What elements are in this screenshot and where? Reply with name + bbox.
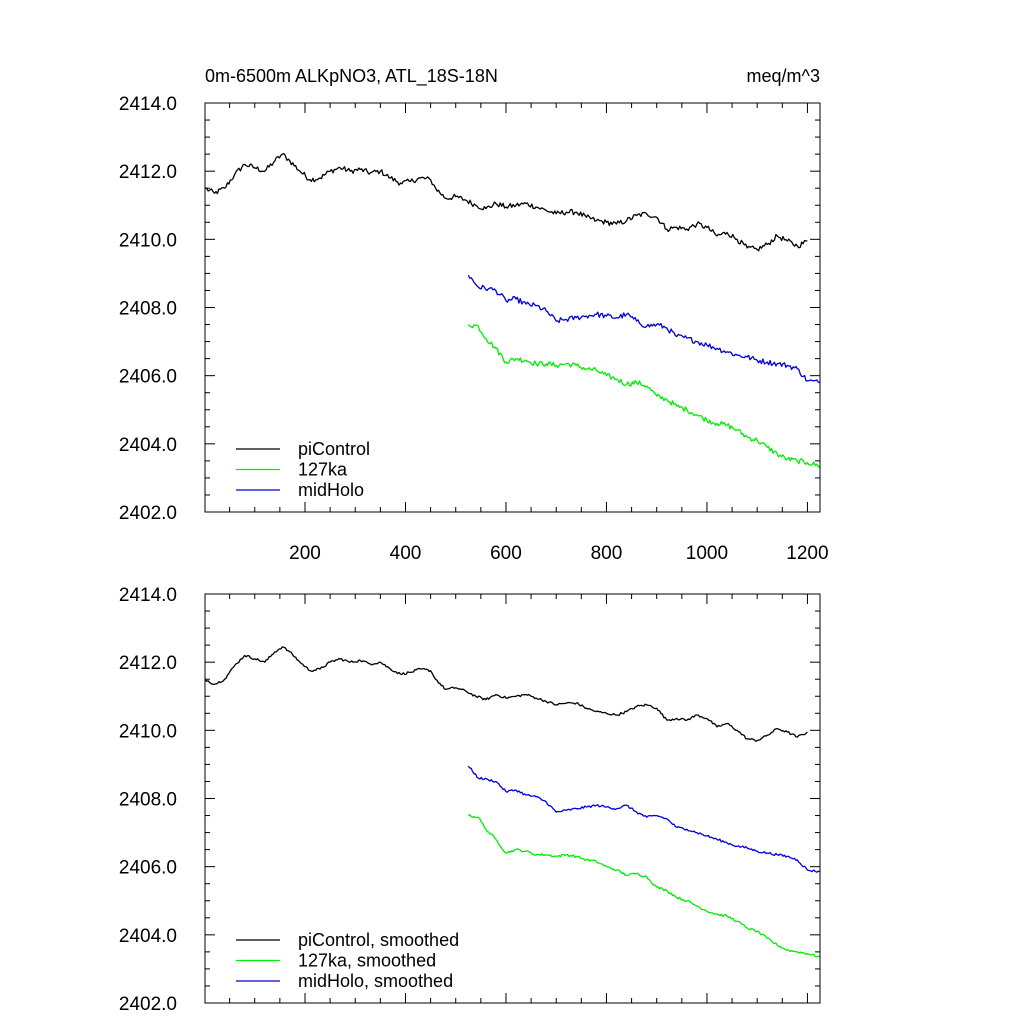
legend-label: midHolo xyxy=(298,480,364,500)
legend-label: 127ka xyxy=(298,460,348,480)
x-tick-label: 800 xyxy=(591,543,623,564)
y-tick-label: 2408.0 xyxy=(119,299,177,320)
y-tick-label: 2412.0 xyxy=(119,162,177,183)
bottom-panel-tick-labels: 2402.0 2404.0 2406.0 2408.0 2410.0 2412.0 2414… xyxy=(119,585,177,1015)
x-tick-label: 600 xyxy=(490,543,522,564)
series-line-picontrol xyxy=(204,646,808,742)
top-panel-series xyxy=(205,152,821,468)
y-tick-label: 2404.0 xyxy=(119,435,177,456)
legend-label: piControl xyxy=(298,439,370,459)
x-tick-label: 1000 xyxy=(686,543,728,564)
x-tick-label: 200 xyxy=(289,543,321,564)
y-tick-label: 2410.0 xyxy=(119,230,177,251)
y-tick-label: 2402.0 xyxy=(119,994,177,1015)
chart-title: 0m-6500m ALKpNO3, ATL_18S-18N xyxy=(205,66,498,87)
y-tick-label: 2404.0 xyxy=(119,926,177,947)
y-tick-label: 2406.0 xyxy=(119,367,177,388)
top-panel-frame xyxy=(204,102,821,513)
y-tick-label: 2410.0 xyxy=(119,721,177,742)
top-panel-ticks xyxy=(205,102,820,513)
bottom-panel-series xyxy=(204,646,821,958)
x-tick-label: 1200 xyxy=(786,543,828,564)
x-tick-label: 400 xyxy=(390,543,422,564)
series-line-127ka xyxy=(467,814,821,958)
series-line-midholo xyxy=(467,765,821,873)
units-label: meq/m^3 xyxy=(747,66,820,86)
series-line-127ka xyxy=(467,324,821,468)
top-panel: 0m-6500m ALKpNO3, ATL_18S-18N meq/m^3 24… xyxy=(119,66,829,564)
bottom-panel-frame xyxy=(204,593,821,1004)
y-tick-label: 2408.0 xyxy=(119,790,177,811)
bottom-panel: 2402.0 2404.0 2406.0 2408.0 2410.0 2412.0 2414… xyxy=(119,585,821,1015)
legend-label: piControl, smoothed xyxy=(298,930,459,950)
y-tick-label: 2414.0 xyxy=(119,94,177,115)
y-tick-label: 2414.0 xyxy=(119,585,177,606)
y-tick-label: 2412.0 xyxy=(119,653,177,674)
legend-label: 127ka, smoothed xyxy=(298,951,436,971)
legend-label: midHolo, smoothed xyxy=(298,971,453,991)
y-tick-label: 2402.0 xyxy=(119,503,177,524)
y-tick-label: 2406.0 xyxy=(119,858,177,879)
top-panel-tick-labels: 2402.0 2404.0 2406.0 2408.0 2410.0 2412.0 2414… xyxy=(119,94,829,564)
series-line-picontrol xyxy=(205,152,808,252)
series-line-midholo xyxy=(467,274,821,384)
